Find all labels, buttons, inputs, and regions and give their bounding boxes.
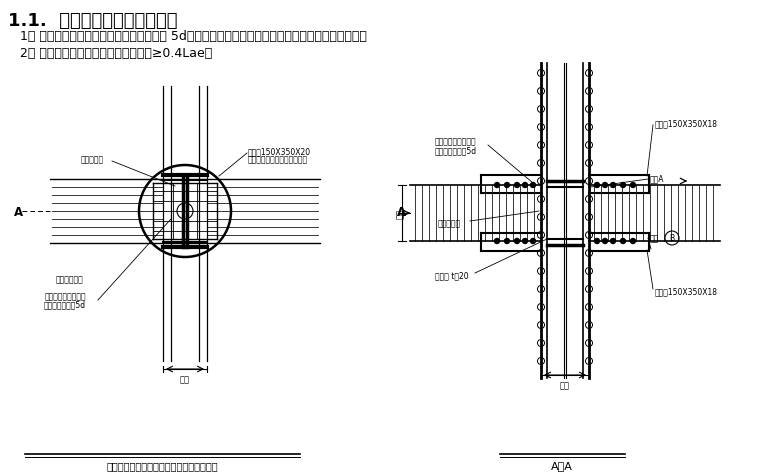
Text: 钢筋落管孔: 钢筋落管孔 <box>438 219 461 228</box>
Circle shape <box>530 239 536 244</box>
Circle shape <box>530 183 536 188</box>
Text: 焊接长度不小于5d: 焊接长度不小于5d <box>435 146 477 155</box>
Text: 柱宽: 柱宽 <box>180 374 190 383</box>
Circle shape <box>620 183 625 188</box>
Text: 柱宽: 柱宽 <box>560 380 570 389</box>
Circle shape <box>505 183 509 188</box>
Circle shape <box>603 183 607 188</box>
Text: 1.1.  梁纵筋与型钢柱连接方法: 1.1. 梁纵筋与型钢柱连接方法 <box>8 12 178 30</box>
Text: 1） 梁纵筋焊于钢牛腿、加劲肋上，双面焊 5d；当有双排筋时，第二排筋焊于钢牛腿或加劲肋下侧；: 1） 梁纵筋焊于钢牛腿、加劲肋上，双面焊 5d；当有双排筋时，第二排筋焊于钢牛腿… <box>8 30 367 43</box>
Text: 桩径纵筋孔: 桩径纵筋孔 <box>81 155 103 164</box>
Circle shape <box>515 239 520 244</box>
Circle shape <box>495 239 499 244</box>
Text: A－A: A－A <box>551 460 573 470</box>
Text: 设置支撑筋，现浇混凝土位置: 设置支撑筋，现浇混凝土位置 <box>248 155 308 164</box>
Text: 焊接长度不小于5d: 焊接长度不小于5d <box>44 300 86 309</box>
Circle shape <box>620 239 625 244</box>
Text: 双面焊接于钢牛腿上: 双面焊接于钢牛腿上 <box>435 137 477 146</box>
Text: 钢牛腿150X350X20: 钢牛腿150X350X20 <box>248 147 311 156</box>
Text: B: B <box>670 234 675 243</box>
Circle shape <box>610 239 616 244</box>
Text: 2） 梁纵筋弯锚，满足水平段锚固长度≥0.4Lae。: 2） 梁纵筋弯锚，满足水平段锚固长度≥0.4Lae。 <box>8 47 212 60</box>
Circle shape <box>495 183 499 188</box>
Text: A: A <box>397 206 406 219</box>
Circle shape <box>631 239 635 244</box>
Circle shape <box>523 239 527 244</box>
Text: 梁宽: 梁宽 <box>395 208 404 218</box>
Text: 钢牛腿150X350X18: 钢牛腿150X350X18 <box>655 287 718 296</box>
Circle shape <box>594 239 600 244</box>
Text: 余同A: 余同A <box>650 174 664 183</box>
Circle shape <box>515 183 520 188</box>
Circle shape <box>594 183 600 188</box>
Text: 余同: 余同 <box>650 234 659 243</box>
Text: 加劲肋 t＝20: 加劲肋 t＝20 <box>435 271 469 280</box>
Circle shape <box>603 239 607 244</box>
Text: 双面焊接于钢牛腿上: 双面焊接于钢牛腿上 <box>44 292 86 301</box>
Text: 钢牛腿150X350X18: 钢牛腿150X350X18 <box>655 119 718 128</box>
Text: A: A <box>14 205 23 218</box>
Circle shape <box>610 183 616 188</box>
Text: 非转换层型钢圆柱与钢筋混凝土梁节点详图: 非转换层型钢圆柱与钢筋混凝土梁节点详图 <box>106 460 218 470</box>
Circle shape <box>631 183 635 188</box>
Text: 型钢钢柱翼板: 型钢钢柱翼板 <box>56 275 84 284</box>
Circle shape <box>523 183 527 188</box>
Circle shape <box>505 239 509 244</box>
